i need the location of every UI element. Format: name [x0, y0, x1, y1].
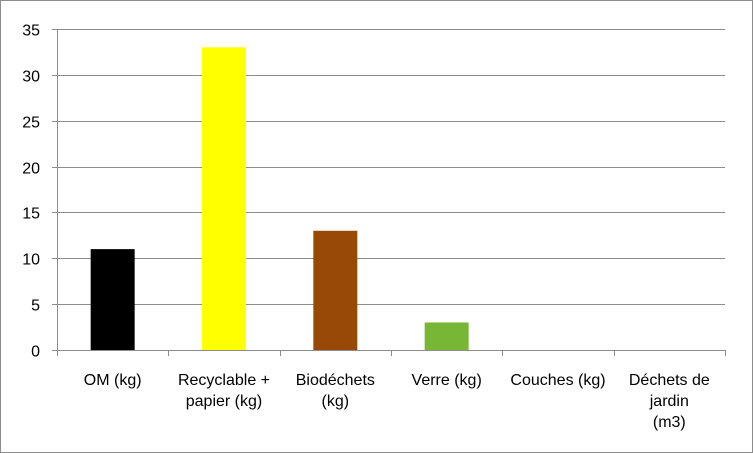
y-tick-label: 15	[22, 206, 40, 223]
x-category-label-line: Déchets de	[629, 372, 710, 389]
x-category-labels: OM (kg) Recyclable + papier (kg) Biodéchets…	[84, 372, 710, 431]
x-category-label-line: Biodéchets	[296, 372, 375, 389]
y-tick-label: 0	[31, 344, 40, 361]
x-category-label-line: papier (kg)	[186, 393, 262, 410]
x-category-label-line: OM (kg)	[84, 372, 142, 389]
y-tick-label: 35	[22, 23, 40, 40]
y-tick-labels: 0 5 10 15 20 25 30 35	[22, 23, 40, 361]
bar-1	[202, 47, 246, 350]
bars	[90, 47, 469, 350]
y-tick-label: 5	[31, 298, 40, 315]
x-category-label-line: Couches (kg)	[510, 372, 605, 389]
x-category-label: Couches (kg)	[510, 372, 605, 389]
axes	[52, 29, 726, 356]
bar-3	[424, 322, 469, 350]
y-tick-label: 25	[22, 115, 40, 132]
bar-0	[90, 249, 135, 350]
x-category-label: OM (kg)	[84, 372, 142, 389]
x-category-label-line: (kg)	[322, 393, 350, 410]
x-category-label-line: (m3)	[653, 414, 686, 431]
x-category-label: Biodéchets (kg)	[296, 372, 375, 410]
gridlines	[57, 29, 725, 305]
y-tick-label: 30	[22, 69, 40, 86]
x-category-label-line: Verre (kg)	[412, 372, 482, 389]
y-tick-label: 20	[22, 161, 40, 178]
x-category-label-line: Recyclable +	[178, 372, 270, 389]
x-category-label: Recyclable + papier (kg)	[178, 372, 270, 410]
bar-2	[313, 230, 358, 350]
x-category-label-line: jardin	[649, 393, 689, 410]
x-category-label: Déchets de jardin (m3)	[629, 372, 710, 431]
x-category-label: Verre (kg)	[412, 372, 482, 389]
y-tick-label: 10	[22, 252, 40, 269]
